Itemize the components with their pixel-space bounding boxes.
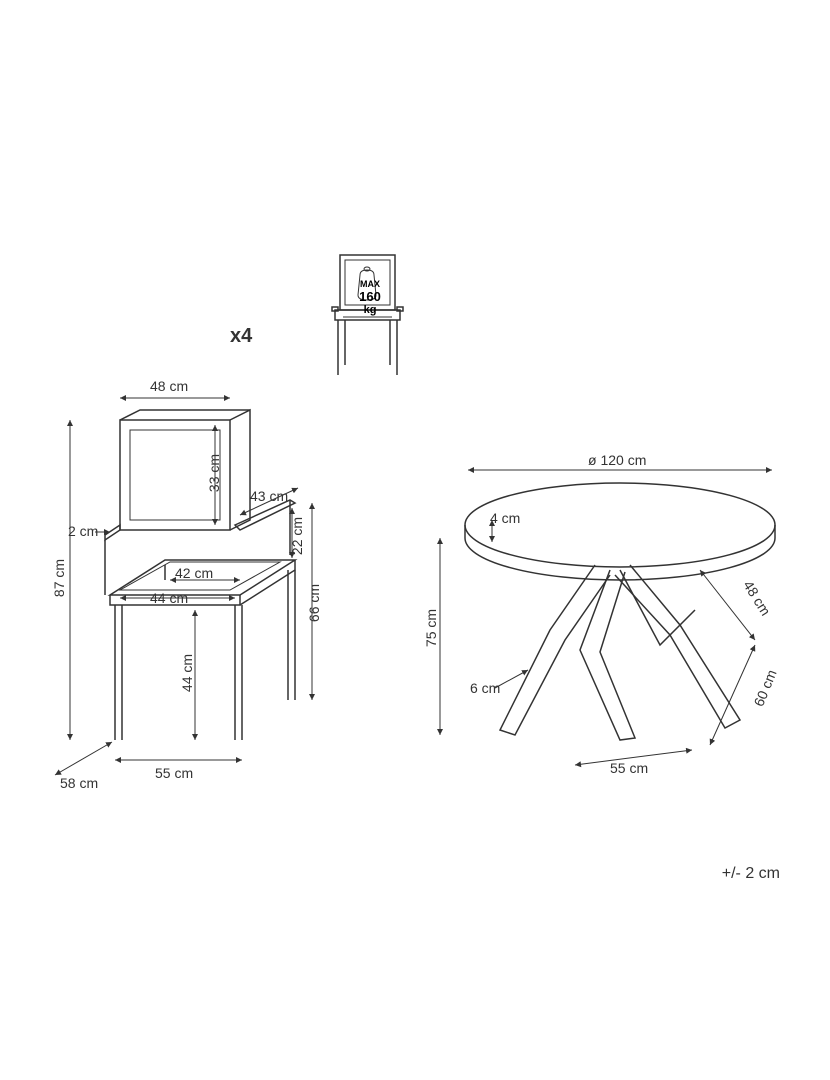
chair-seat-inner: 42 cm	[175, 565, 213, 581]
table-base-width: 55 cm	[610, 760, 648, 776]
chair-back-height: 33 cm	[206, 454, 222, 492]
quantity-label: x4	[230, 325, 252, 348]
chair-arm-height: 22 cm	[289, 517, 305, 555]
chair-arm-width: 43 cm	[250, 488, 288, 504]
chair-width-bottom: 55 cm	[155, 765, 193, 781]
main-chair-diagram	[40, 380, 380, 800]
table-leg-thickness: 6 cm	[470, 680, 500, 696]
table-diagram	[400, 430, 800, 810]
chair-to-arm-height: 66 cm	[306, 584, 322, 622]
tolerance-label: +/- 2 cm	[722, 865, 780, 883]
weight-badge: MAX 160 kg	[357, 280, 383, 316]
chair-width-top: 48 cm	[150, 378, 188, 394]
chair-depth: 58 cm	[60, 775, 98, 791]
weight-value: 160	[357, 290, 383, 304]
table-height: 75 cm	[423, 609, 439, 647]
weight-unit: kg	[357, 304, 383, 316]
table-top-thickness: 4 cm	[490, 510, 520, 526]
chair-total-height: 87 cm	[51, 559, 67, 597]
chair-seat-height: 44 cm	[179, 654, 195, 692]
chair-frame-thickness: 2 cm	[68, 523, 98, 539]
chair-seat-width: 44 cm	[150, 590, 188, 606]
table-diameter: ø 120 cm	[588, 452, 646, 468]
